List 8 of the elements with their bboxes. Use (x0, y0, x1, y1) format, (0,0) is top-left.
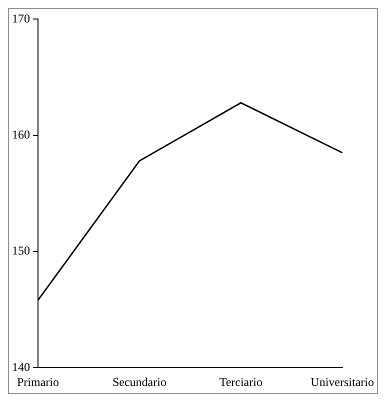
y-tick-label: 160 (12, 127, 30, 142)
x-tick-label: Secundario (112, 374, 166, 389)
y-tick-label: 150 (12, 244, 30, 258)
y-tick-label: 170 (12, 11, 30, 26)
x-tick-label: Terciario (219, 374, 262, 389)
y-tick-label: 140 (12, 360, 30, 374)
x-tick-label: Universitario (310, 374, 374, 389)
x-tick-label: Primario (17, 374, 59, 389)
